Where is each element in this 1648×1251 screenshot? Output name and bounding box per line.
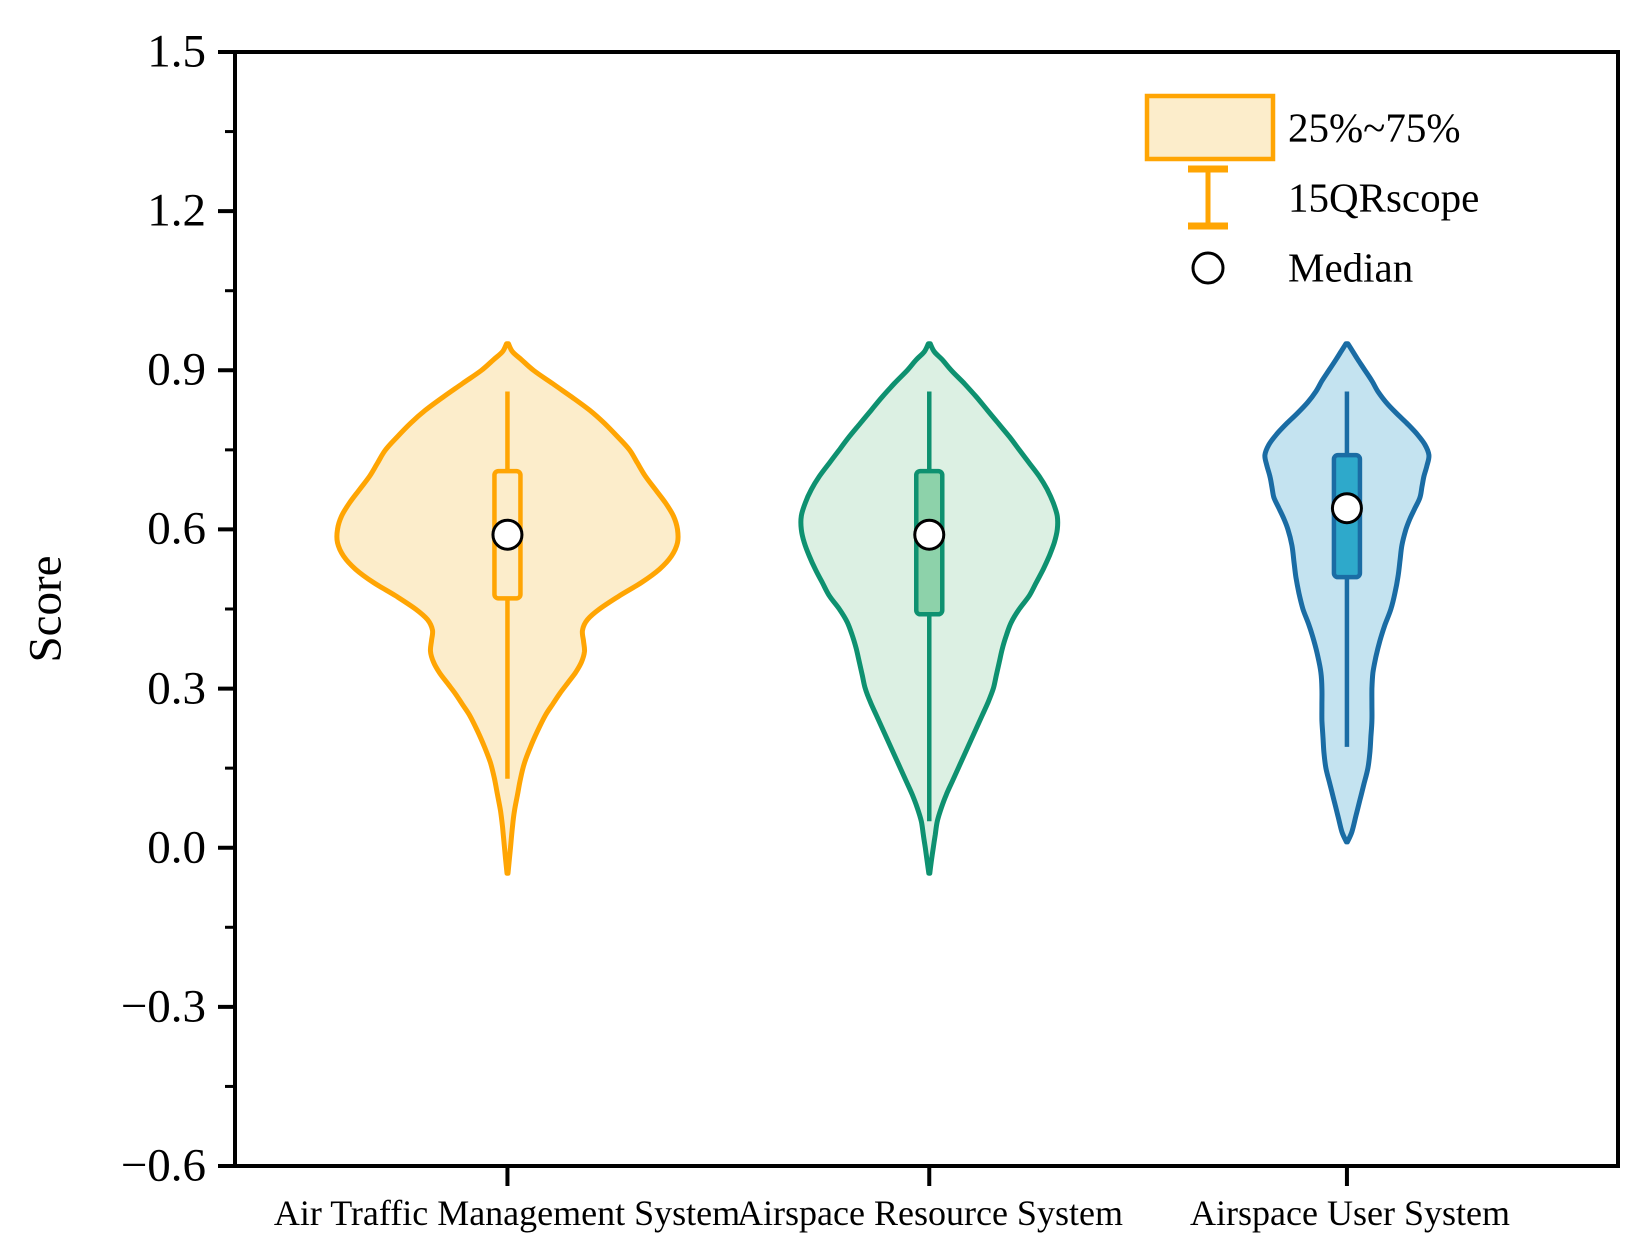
- y-tick-label: 1.2: [147, 184, 206, 237]
- y-axis-title: Score: [19, 555, 72, 663]
- x-category-label-user: Airspace User System: [1190, 1193, 1510, 1233]
- legend-label-median: Median: [1288, 244, 1414, 291]
- y-tick-label: −0.3: [120, 980, 206, 1033]
- y-tick-label: 0.3: [147, 662, 206, 715]
- legend-iqr-box-icon: [1144, 93, 1276, 162]
- median-dot-1: [913, 518, 946, 551]
- median-dot-0: [491, 518, 524, 551]
- x-category-label-atm: Air Traffic Management System: [273, 1193, 741, 1233]
- y-tick-label: 1.5: [147, 25, 206, 78]
- y-tick-label: 0.6: [147, 502, 206, 555]
- y-tick-label: −0.6: [120, 1139, 206, 1192]
- legend-median-icon: [1191, 251, 1225, 285]
- y-tick-label: 0.9: [147, 343, 206, 396]
- legend-label-iqr-box: 25%~75%: [1288, 104, 1461, 151]
- median-dot-2: [1330, 492, 1363, 525]
- x-category-label-resource: Airspace Resource System: [737, 1193, 1123, 1233]
- legend-label-iqr-scope: 15QRscope: [1288, 174, 1480, 221]
- y-tick-label: 0.0: [147, 821, 206, 874]
